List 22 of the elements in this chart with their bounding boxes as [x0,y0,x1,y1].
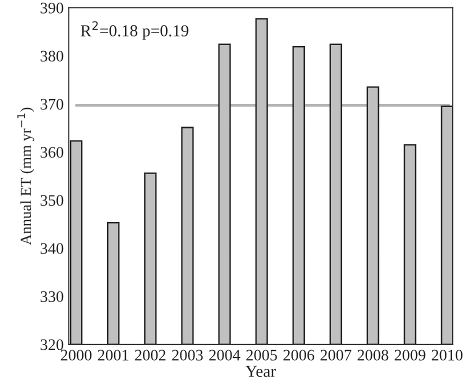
x-tick-label: 2001 [98,350,128,361]
x-tick-label: 2006 [283,350,314,361]
y-tick-label: 320 [40,339,64,350]
x-tick-label: 2004 [209,350,240,361]
x-tick-label: 2009 [394,350,426,361]
x-tick-label: 2008 [358,350,388,361]
annotation: R$^{2}$=0.18 p=0.19 [80,21,188,40]
y-tick-label: 380 [40,50,64,62]
x-tick-label: 2000 [60,350,92,361]
y-tick-label: 360 [40,146,64,158]
x-tick-label: 2005 [246,350,277,361]
y-tick-label: 390 [40,2,64,14]
x-tick-label: 2002 [135,350,166,361]
y-tick-label: 330 [40,291,64,302]
x-axis-title: Year [246,366,276,377]
x-tick-label: 2007 [320,350,352,361]
y-tick-label: 340 [40,243,64,254]
y-axis-title: Annual ET (mm yr$^{−1}$) [17,108,34,245]
y-tick-label: 350 [40,195,64,206]
x-tick-label: 2010 [432,350,462,361]
x-tick-label: 2003 [172,350,203,361]
y-tick-label: 370 [40,98,64,110]
